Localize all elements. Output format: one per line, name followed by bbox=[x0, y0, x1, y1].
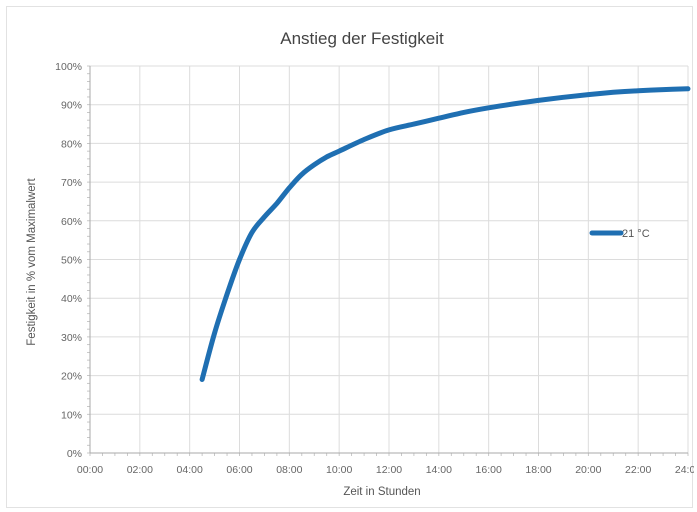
grid bbox=[90, 65, 689, 453]
y-tick-label: 70% bbox=[61, 177, 82, 189]
y-tick-label: 100% bbox=[55, 61, 82, 73]
x-tick-label: 22:00 bbox=[625, 464, 651, 476]
y-tick-label: 60% bbox=[61, 216, 82, 228]
y-tick-label: 90% bbox=[61, 100, 82, 112]
line-chart: Anstieg der Festigkeit 00:00 02:00 04:00 06… bbox=[26, 29, 694, 498]
x-tick-label: 20:00 bbox=[575, 464, 601, 476]
x-tick-label: 10:00 bbox=[326, 464, 352, 476]
x-axis-title: Zeit in Stunden bbox=[343, 486, 420, 498]
x-axis-ticks: 00:00 02:00 04:00 06:00 08:00 10:00 12:00 14:00… bbox=[77, 464, 694, 476]
x-tick-label: 18:00 bbox=[525, 464, 551, 476]
x-tick-label: 14:00 bbox=[426, 464, 452, 476]
series-line bbox=[199, 86, 691, 382]
legend-label: 21 °C bbox=[622, 228, 650, 240]
x-tick-label: 06:00 bbox=[226, 464, 252, 476]
y-tick-label: 20% bbox=[61, 371, 82, 383]
chart-frame: Anstieg der Festigkeit 00:00 02:00 04:00 06… bbox=[6, 6, 694, 508]
y-axis-title: Festigkeit in % vom Maximalwert bbox=[26, 177, 38, 345]
y-tick-label: 40% bbox=[61, 293, 82, 305]
x-tick-label: 00:00 bbox=[77, 464, 103, 476]
x-tick-label: 04:00 bbox=[177, 464, 203, 476]
y-tick-label: 0% bbox=[67, 448, 82, 460]
legend: 21 °C bbox=[589, 228, 650, 240]
y-tick-label: 10% bbox=[61, 409, 82, 421]
axes bbox=[87, 65, 689, 456]
x-tick-label: 16:00 bbox=[476, 464, 502, 476]
y-tick-label: 50% bbox=[61, 255, 82, 267]
y-tick-label: 80% bbox=[61, 138, 82, 150]
y-axis-ticks: 0% 10% 20% 30% 40% 50% 60% 70% 80% 90% 100% bbox=[55, 61, 82, 460]
x-tick-label: 02:00 bbox=[127, 464, 153, 476]
x-tick-label: 12:00 bbox=[376, 464, 402, 476]
chart-title: Anstieg der Festigkeit bbox=[280, 29, 444, 48]
y-tick-label: 30% bbox=[61, 332, 82, 344]
series-layer bbox=[199, 86, 691, 382]
x-tick-label: 24:00 bbox=[675, 464, 694, 476]
x-tick-label: 08:00 bbox=[276, 464, 302, 476]
